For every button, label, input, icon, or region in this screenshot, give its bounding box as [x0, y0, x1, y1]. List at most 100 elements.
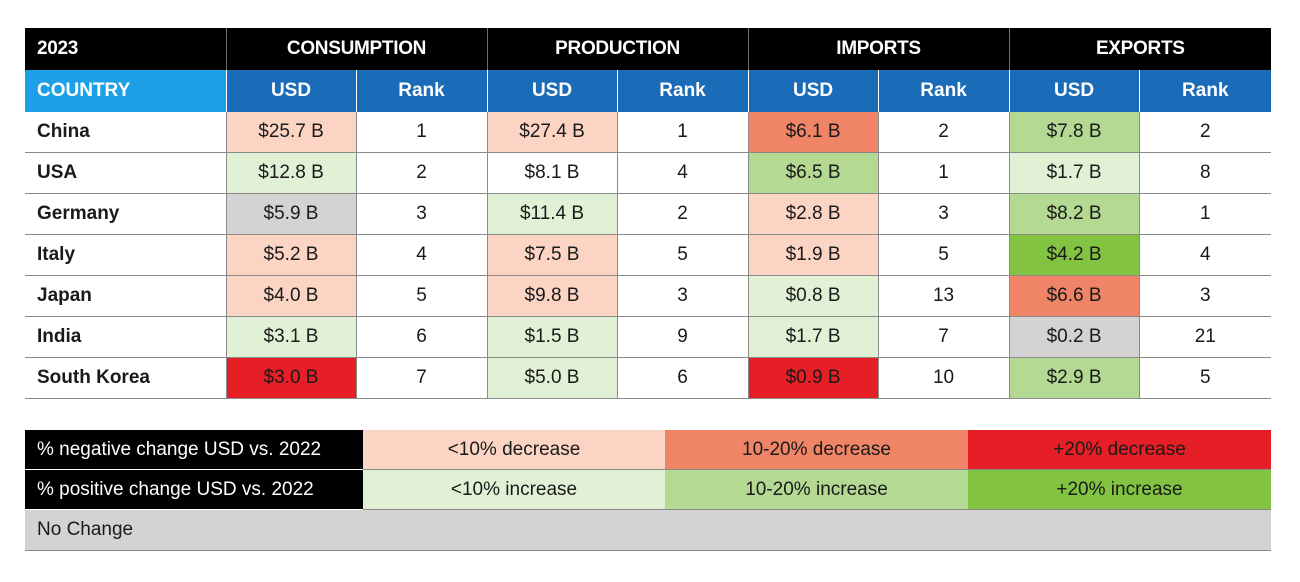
- production-usd-cell: $1.5 B: [486, 316, 618, 358]
- country-name: Germany: [25, 193, 227, 235]
- consumption-rank-cell: 5: [355, 275, 488, 317]
- country-name: India: [25, 316, 227, 358]
- consumption-usd-cell: $3.1 B: [225, 316, 357, 358]
- imports-rank-cell: 13: [877, 275, 1010, 317]
- group-header-consumption: CONSUMPTION: [225, 28, 488, 70]
- year-header: 2023: [25, 28, 226, 70]
- exports-usd-cell: $8.2 B: [1008, 193, 1140, 235]
- sub-header-row: COUNTRY USD Rank USD Rank USD Rank USD R…: [25, 70, 1272, 112]
- legend-swatch-pos-big: +20% increase: [968, 469, 1271, 510]
- country-name: USA: [25, 152, 227, 194]
- legend-swatch-neg-small: <10% decrease: [363, 430, 665, 470]
- exports-usd-cell: $0.2 B: [1008, 316, 1140, 358]
- consumption-rank-cell: 1: [355, 112, 488, 153]
- legend-positive-label: % positive change USD vs. 2022: [25, 469, 363, 510]
- imports-rank-cell: 1: [877, 152, 1010, 194]
- imports-usd-cell: $1.9 B: [747, 234, 879, 276]
- legend-no-change: No Change: [25, 509, 1271, 551]
- group-header-exports: EXPORTS: [1008, 28, 1272, 70]
- production-usd-cell: $9.8 B: [486, 275, 618, 317]
- legend-swatch-pos-small: <10% increase: [363, 469, 665, 510]
- imports-rank-cell: 5: [877, 234, 1010, 276]
- group-header-production: PRODUCTION: [486, 28, 749, 70]
- production-usd-cell: $8.1 B: [486, 152, 618, 194]
- consumption-usd-cell: $12.8 B: [225, 152, 357, 194]
- production-usd-cell: $5.0 B: [486, 357, 618, 399]
- production-rank-cell: 1: [616, 112, 749, 153]
- production-usd-cell: $11.4 B: [486, 193, 618, 235]
- imports-usd-cell: $6.5 B: [747, 152, 879, 194]
- legend-negative-row: % negative change USD vs. 2022 <10% decr…: [25, 430, 1271, 470]
- legend-nochange-row: No Change: [25, 509, 1271, 551]
- exports-usd-cell: $4.2 B: [1008, 234, 1140, 276]
- exports-rank-cell: 8: [1138, 152, 1272, 194]
- imports-usd-cell: $0.9 B: [747, 357, 879, 399]
- rank-header: Rank: [1138, 70, 1272, 112]
- exports-usd-cell: $7.8 B: [1008, 112, 1140, 153]
- consumption-rank-cell: 4: [355, 234, 488, 276]
- table-body: China $25.7 B 1 $27.4 B 1 $6.1 B 2 $7.8 B 2 USA $1…: [25, 112, 1272, 399]
- country-name: Italy: [25, 234, 227, 276]
- exports-rank-cell: 4: [1138, 234, 1272, 276]
- exports-rank-cell: 21: [1138, 316, 1272, 358]
- country-name: China: [25, 112, 227, 153]
- legend-swatch-pos-mid: 10-20% increase: [665, 469, 968, 510]
- production-rank-cell: 3: [616, 275, 749, 317]
- production-rank-cell: 5: [616, 234, 749, 276]
- consumption-rank-cell: 2: [355, 152, 488, 194]
- imports-rank-cell: 3: [877, 193, 1010, 235]
- exports-rank-cell: 2: [1138, 112, 1272, 153]
- group-header-row: 2023 CONSUMPTION PRODUCTION IMPORTS EXPO…: [25, 28, 1272, 70]
- consumption-usd-cell: $25.7 B: [225, 112, 357, 153]
- country-name: Japan: [25, 275, 227, 317]
- consumption-rank-cell: 7: [355, 357, 488, 399]
- consumption-usd-cell: $5.2 B: [225, 234, 357, 276]
- exports-rank-cell: 3: [1138, 275, 1272, 317]
- imports-usd-cell: $6.1 B: [747, 112, 879, 153]
- rank-header: Rank: [616, 70, 749, 112]
- imports-usd-cell: $0.8 B: [747, 275, 879, 317]
- legend-positive-row: % positive change USD vs. 2022 <10% incr…: [25, 469, 1271, 510]
- production-rank-cell: 4: [616, 152, 749, 194]
- exports-usd-cell: $1.7 B: [1008, 152, 1140, 194]
- consumption-usd-cell: $3.0 B: [225, 357, 357, 399]
- color-legend: % negative change USD vs. 2022 <10% decr…: [25, 430, 1271, 551]
- usd-header: USD: [1008, 70, 1140, 112]
- usd-header: USD: [486, 70, 618, 112]
- production-rank-cell: 2: [616, 193, 749, 235]
- production-rank-cell: 9: [616, 316, 749, 358]
- legend-negative-label: % negative change USD vs. 2022: [25, 430, 363, 470]
- country-name: South Korea: [25, 357, 227, 399]
- legend-swatch-neg-mid: 10-20% decrease: [665, 430, 968, 470]
- country-header: COUNTRY: [25, 70, 226, 112]
- table-row: India $3.1 B 6 $1.5 B 9 $1.7 B 7 $0.2 B 21: [25, 316, 1272, 358]
- rank-header: Rank: [355, 70, 488, 112]
- imports-usd-cell: $1.7 B: [747, 316, 879, 358]
- production-usd-cell: $7.5 B: [486, 234, 618, 276]
- consumption-usd-cell: $5.9 B: [225, 193, 357, 235]
- exports-usd-cell: $2.9 B: [1008, 357, 1140, 399]
- data-table-container: 2023 CONSUMPTION PRODUCTION IMPORTS EXPO…: [25, 28, 1272, 399]
- imports-rank-cell: 10: [877, 357, 1010, 399]
- exports-usd-cell: $6.6 B: [1008, 275, 1140, 317]
- consumption-rank-cell: 6: [355, 316, 488, 358]
- imports-usd-cell: $2.8 B: [747, 193, 879, 235]
- imports-rank-cell: 7: [877, 316, 1010, 358]
- production-rank-cell: 6: [616, 357, 749, 399]
- production-usd-cell: $27.4 B: [486, 112, 618, 153]
- country-trade-table: 2023 CONSUMPTION PRODUCTION IMPORTS EXPO…: [25, 28, 1272, 399]
- imports-rank-cell: 2: [877, 112, 1010, 153]
- usd-header: USD: [747, 70, 879, 112]
- group-header-imports: IMPORTS: [747, 28, 1010, 70]
- exports-rank-cell: 1: [1138, 193, 1272, 235]
- consumption-usd-cell: $4.0 B: [225, 275, 357, 317]
- rank-header: Rank: [877, 70, 1010, 112]
- legend-swatch-neg-big: +20% decrease: [968, 430, 1271, 470]
- usd-header: USD: [225, 70, 356, 112]
